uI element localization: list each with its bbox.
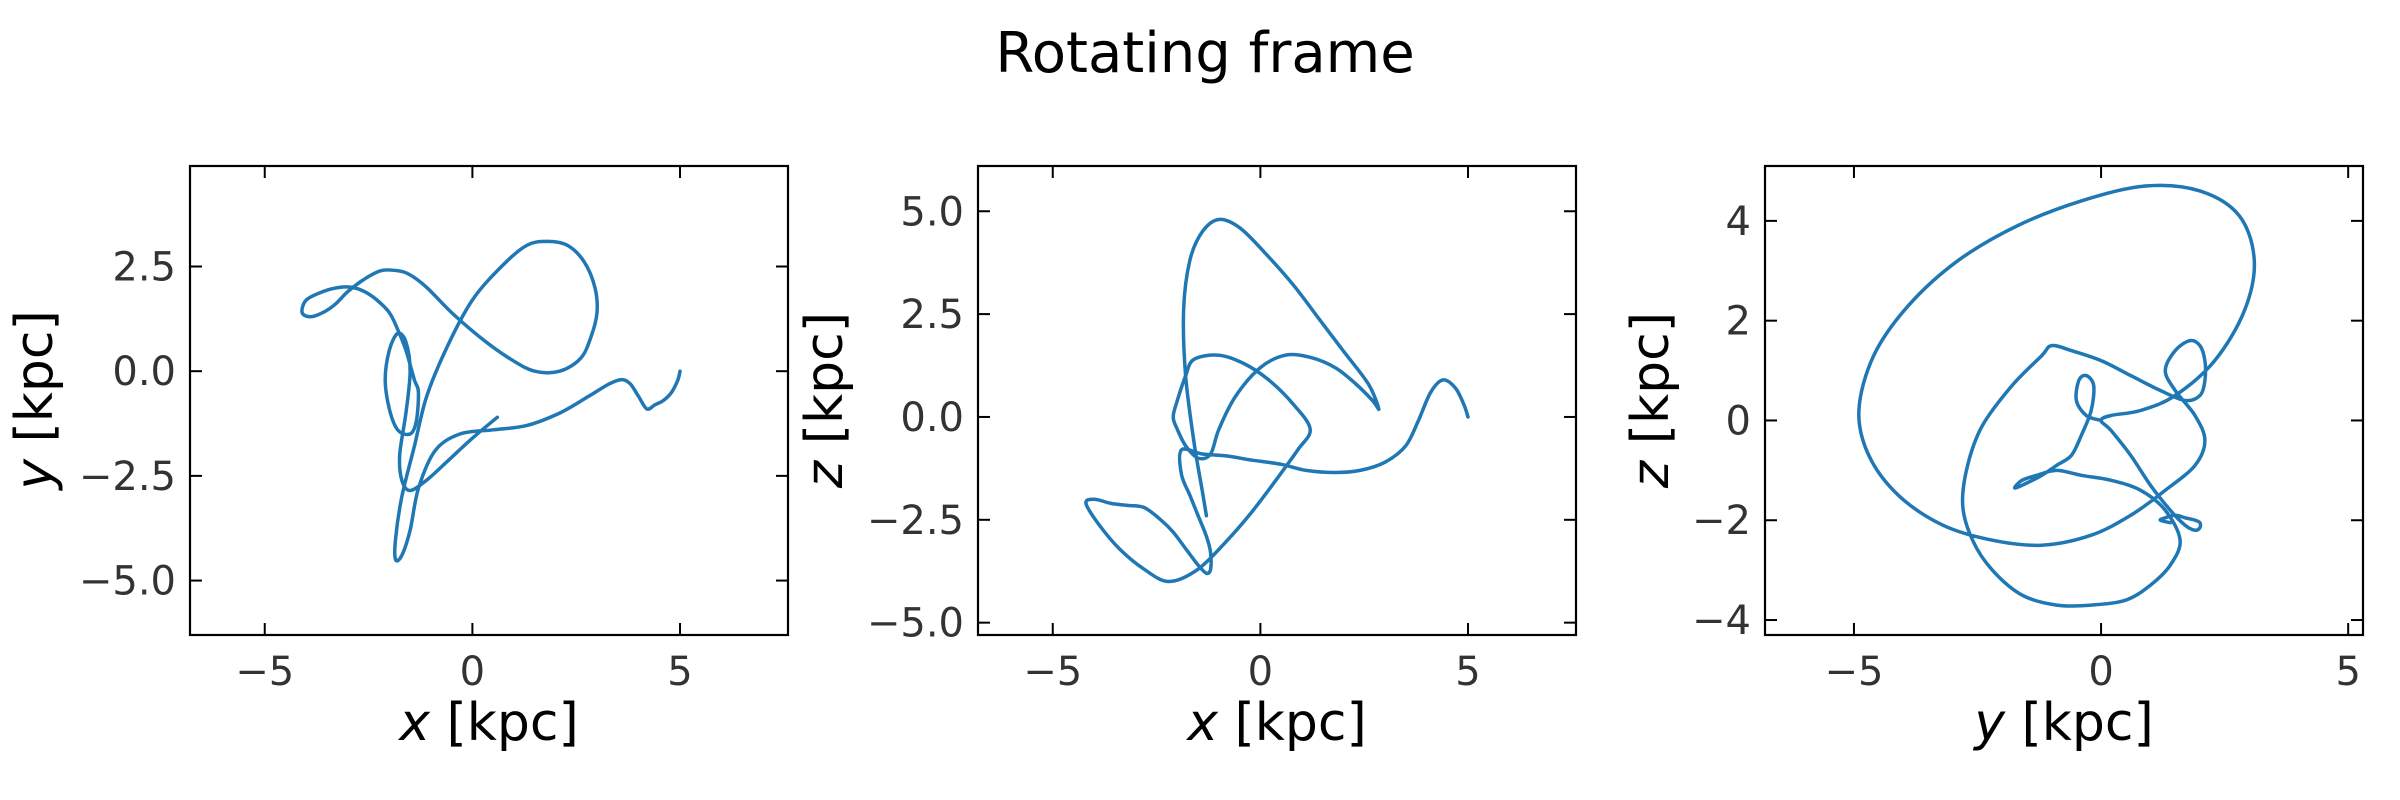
orbit-line-xz xyxy=(1084,217,1470,584)
orbit-line-yz xyxy=(1857,183,2257,608)
y-tick-label: 5.0 xyxy=(900,189,964,235)
x-tick-label: 5 xyxy=(1455,649,1480,695)
y-tick-label: 0.0 xyxy=(900,395,964,441)
y-tick-label: 0.0 xyxy=(112,349,176,395)
y-axis-label: z [kpc] xyxy=(1621,312,1681,489)
orbit-line-xy xyxy=(300,239,682,563)
x-tick-label: 5 xyxy=(667,649,692,695)
figure-suptitle: Rotating frame xyxy=(995,21,1414,86)
panel-xy: −5 0 5 2.5 0.0 −2.5 −5.0 x [kpc] y [kpc] xyxy=(5,164,790,753)
x-tick-label: 0 xyxy=(460,649,485,695)
x-axis-label: x [kpc] xyxy=(397,693,579,753)
x-tick-label: −5 xyxy=(235,649,294,695)
y-tick-label: −2 xyxy=(1692,498,1751,544)
x-axis-label: x [kpc] xyxy=(1185,693,1367,753)
x-tick-label: 0 xyxy=(1248,649,1273,695)
y-tick-label: −2.5 xyxy=(867,498,964,544)
y-tick-label: −5.0 xyxy=(79,559,176,605)
panel-yz: −5 0 5 4 2 0 −2 −4 y [kpc] z [kpc] xyxy=(1621,164,2365,753)
x-tick-label: 5 xyxy=(2335,649,2360,695)
plot-frame xyxy=(976,164,1578,637)
y-tick-label: 2.5 xyxy=(900,292,964,338)
y-axis-label: y [kpc] xyxy=(5,310,65,492)
y-tick-label: −5.0 xyxy=(867,601,964,647)
y-tick-label: 2.5 xyxy=(112,245,176,291)
y-tick-label: −2.5 xyxy=(79,454,176,500)
plot-frame xyxy=(188,164,790,637)
x-tick-label: −5 xyxy=(1023,649,1082,695)
y-tick-label: 4 xyxy=(1726,199,1751,245)
y-tick-label: 2 xyxy=(1726,299,1751,345)
x-tick-label: −5 xyxy=(1824,649,1883,695)
x-axis-label: y [kpc] xyxy=(1972,693,2154,753)
y-tick-label: 0 xyxy=(1726,398,1751,444)
y-axis-label: z [kpc] xyxy=(795,312,855,489)
plot-frame xyxy=(1763,164,2365,637)
y-tick-label: −4 xyxy=(1692,598,1751,644)
x-tick-label: 0 xyxy=(2088,649,2113,695)
panel-xz: −5 0 5 5.0 2.5 0.0 −2.5 −5.0 x [kpc] z [kpc] xyxy=(795,164,1578,753)
